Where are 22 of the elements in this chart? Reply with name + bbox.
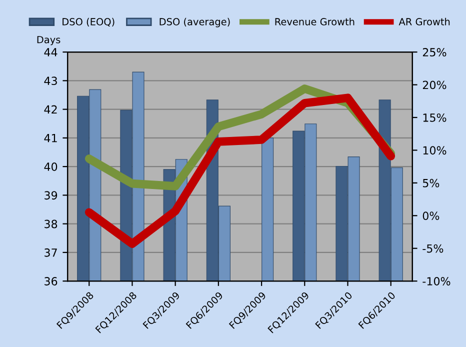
y2-tick-label: 15% (423, 113, 446, 122)
y2-tick-label: -5% (422, 244, 444, 253)
y-tick-label: 43 (44, 76, 57, 86)
y2-tick-label: 20% (422, 80, 446, 90)
y-tick-label: 42 (44, 105, 57, 114)
legend-label: DSO (average) (160, 18, 230, 28)
y-tick-label: 40 (44, 162, 58, 171)
y2-tick-label: 10% (423, 146, 446, 155)
y-tick-label: 38 (44, 220, 58, 228)
y-axis-title: Days (37, 36, 60, 46)
y-tick-label: 39 (44, 191, 58, 200)
y2-tick-label: 5% (422, 178, 440, 188)
y-tick-label: 36 (44, 277, 58, 286)
legend-label: Revenue Growth (275, 18, 354, 26)
y-tick-label: 37 (44, 248, 57, 257)
y-tick-label: 44 (44, 48, 58, 56)
y2-tick-label: -10% (422, 277, 450, 286)
y-tick-label: 41 (44, 134, 57, 142)
legend-label: DSO (EOQ) (62, 18, 114, 27)
y2-tick-label: 0% (422, 212, 440, 220)
y2-tick-label: 25% (422, 48, 446, 56)
legend-label: AR Growth (398, 18, 450, 26)
